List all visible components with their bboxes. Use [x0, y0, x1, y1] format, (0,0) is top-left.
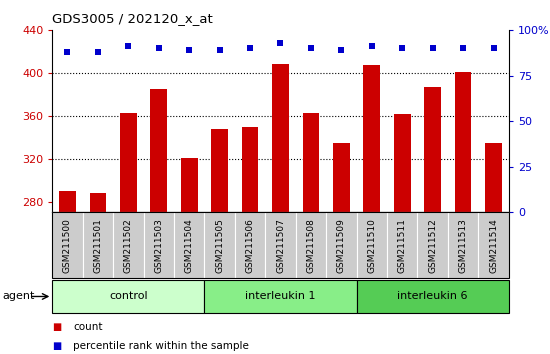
Point — [215, 47, 224, 53]
Text: control: control — [109, 291, 147, 302]
Bar — [394, 114, 411, 212]
Bar — [52, 280, 205, 313]
Point — [489, 45, 498, 51]
Bar — [144, 212, 174, 278]
Bar — [174, 212, 205, 278]
Bar — [448, 212, 478, 278]
Point — [398, 45, 406, 51]
Bar — [90, 193, 106, 212]
Text: GSM211509: GSM211509 — [337, 218, 346, 273]
Text: GSM211507: GSM211507 — [276, 218, 285, 273]
Text: GSM211502: GSM211502 — [124, 218, 133, 273]
Point — [94, 49, 102, 55]
Text: GSM211500: GSM211500 — [63, 218, 72, 273]
Text: ■: ■ — [52, 322, 62, 332]
Bar — [52, 212, 82, 278]
Text: percentile rank within the sample: percentile rank within the sample — [73, 341, 249, 351]
Text: GSM211501: GSM211501 — [94, 218, 102, 273]
Bar — [356, 212, 387, 278]
Bar — [296, 212, 326, 278]
Text: ■: ■ — [52, 341, 62, 351]
Text: GSM211513: GSM211513 — [459, 218, 468, 273]
Bar — [205, 212, 235, 278]
Point — [337, 47, 346, 53]
Bar — [205, 280, 356, 313]
Bar — [150, 89, 167, 212]
Point — [185, 47, 194, 53]
Text: GSM211512: GSM211512 — [428, 218, 437, 273]
Text: GSM211514: GSM211514 — [489, 218, 498, 273]
Bar — [424, 87, 441, 212]
Bar — [356, 280, 509, 313]
Text: interleukin 1: interleukin 1 — [245, 291, 316, 302]
Bar — [485, 143, 502, 212]
Text: interleukin 6: interleukin 6 — [398, 291, 468, 302]
Bar — [302, 113, 320, 212]
Bar — [113, 212, 144, 278]
Text: GSM211510: GSM211510 — [367, 218, 376, 273]
Point — [63, 49, 72, 55]
Point — [306, 45, 315, 51]
Point — [246, 45, 255, 51]
Text: GSM211511: GSM211511 — [398, 218, 407, 273]
Bar — [417, 212, 448, 278]
Point — [367, 44, 376, 49]
Bar — [455, 72, 471, 212]
Bar — [235, 212, 265, 278]
Text: GDS3005 / 202120_x_at: GDS3005 / 202120_x_at — [52, 12, 213, 25]
Text: agent: agent — [3, 291, 35, 302]
Bar — [120, 113, 137, 212]
Text: GSM211504: GSM211504 — [185, 218, 194, 273]
Bar — [181, 158, 197, 212]
Point — [155, 45, 163, 51]
Text: GSM211503: GSM211503 — [154, 218, 163, 273]
Bar — [241, 127, 258, 212]
Point — [459, 45, 468, 51]
Point — [428, 45, 437, 51]
Point — [124, 44, 133, 49]
Point — [276, 40, 285, 46]
Bar — [326, 212, 356, 278]
Bar — [364, 65, 380, 212]
Bar — [478, 212, 509, 278]
Bar — [272, 64, 289, 212]
Bar — [211, 129, 228, 212]
Text: GSM211508: GSM211508 — [306, 218, 316, 273]
Text: GSM211506: GSM211506 — [245, 218, 255, 273]
Bar — [265, 212, 296, 278]
Bar — [82, 212, 113, 278]
Text: GSM211505: GSM211505 — [215, 218, 224, 273]
Bar — [387, 212, 417, 278]
Bar — [59, 191, 76, 212]
Text: count: count — [73, 322, 103, 332]
Bar — [333, 143, 350, 212]
